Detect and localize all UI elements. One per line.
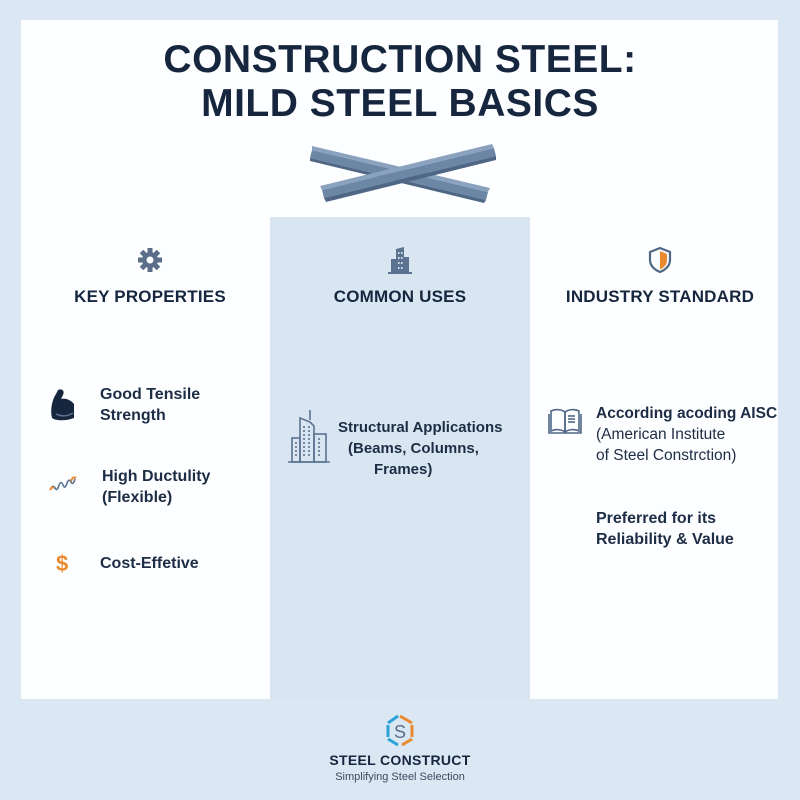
page-title: CONSTRUCTION STEEL: MILD STEEL BASICS xyxy=(0,38,800,126)
hexagon-s-logo-icon: S xyxy=(386,714,414,747)
list-item: Structural Applications (Beams, Columns,… xyxy=(288,408,502,480)
open-book-icon xyxy=(548,408,582,434)
industry-standard-header: INDUSTRY STANDARD xyxy=(530,245,790,307)
item-text: High Ductulity (Flexible) xyxy=(102,468,211,506)
item-text: Preferred for its Reliability & Value xyxy=(596,510,734,548)
title-line-2: MILD STEEL BASICS xyxy=(201,82,599,125)
list-item: Good Tensile Strength xyxy=(48,384,200,426)
column-heading: INDUSTRY STANDARD xyxy=(565,287,755,306)
title-line-1: CONSTRUCTION STEEL: xyxy=(163,38,637,81)
svg-text:S: S xyxy=(394,722,406,742)
brand-tagline: Simplifying Steel Selection xyxy=(335,771,465,783)
brand-name: STEEL CONSTRUCT xyxy=(329,752,471,768)
skyscraper-icon xyxy=(288,410,330,463)
dollar-icon: $ xyxy=(56,551,69,576)
list-item: Preferred for its Reliability & Value xyxy=(596,508,734,550)
item-text: Good Tensile Strength xyxy=(100,386,201,424)
common-uses-header: COMMON USES xyxy=(270,245,530,307)
building-icon xyxy=(388,247,412,274)
shield-icon xyxy=(648,246,672,274)
list-item: According acoding AISC (American Institu… xyxy=(548,403,777,466)
list-item: $ Cost-Effetive xyxy=(56,553,199,575)
item-text: Cost-Effetive xyxy=(100,555,199,572)
list-item: High Ductulity (Flexible) xyxy=(48,466,210,508)
gear-icon xyxy=(138,248,162,272)
column-heading: COMMON USES xyxy=(333,287,467,306)
key-properties-header: KEY PROPERTIES xyxy=(20,245,280,307)
flexed-arm-icon xyxy=(51,389,74,421)
column-heading: KEY PROPERTIES xyxy=(74,287,226,306)
item-text: Structural Applications (Beams, Columns,… xyxy=(338,419,503,478)
crossed-i-beams-icon xyxy=(310,144,496,203)
item-text: According acoding AISC (American Institu… xyxy=(596,405,778,464)
spring-coil-icon xyxy=(49,476,77,491)
